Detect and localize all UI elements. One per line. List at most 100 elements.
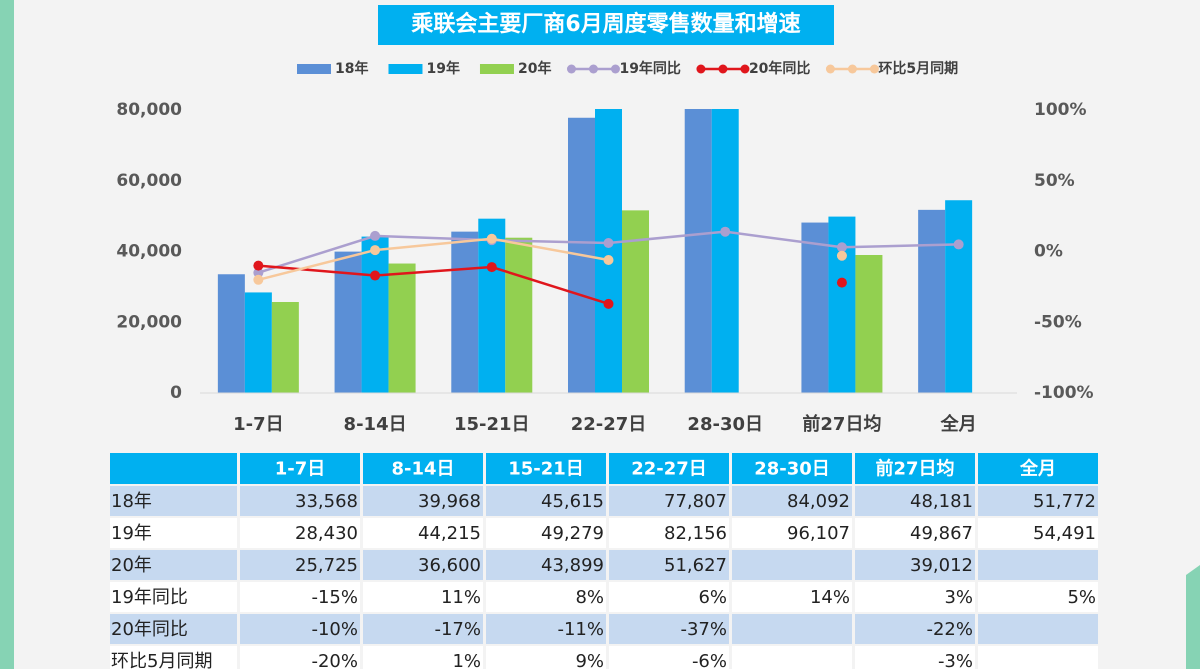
table-cell [363, 550, 483, 580]
table-cell [732, 550, 852, 580]
legend-marker [566, 64, 576, 74]
bar [451, 231, 479, 393]
table-value: 77,807 [664, 491, 727, 512]
table-header-text: 22-27日 [631, 459, 707, 480]
table-cell [855, 518, 975, 548]
bar [271, 301, 299, 393]
side-stripe [0, 0, 14, 669]
table-row-label-cell [110, 582, 237, 612]
y2-tick-label: -100% [1034, 383, 1094, 403]
table-value: 44,215 [418, 523, 481, 544]
table-cell [732, 486, 852, 516]
table-header-text: 28-30日 [754, 459, 830, 480]
line-point [253, 274, 264, 285]
table-cell [609, 518, 729, 548]
table-header-text: 1-7日 [275, 459, 326, 480]
table-cell [363, 486, 483, 516]
table-cell [240, 518, 360, 548]
bar [505, 237, 533, 393]
y-tick-label: 80,000 [116, 100, 182, 120]
line-point [603, 298, 614, 309]
table-cell [240, 614, 360, 644]
table-header-cell [486, 453, 606, 484]
table-value: -15% [311, 587, 358, 608]
x-tick-label: 前27日均 [802, 413, 881, 435]
bar [711, 109, 739, 394]
x-tick-label: 全月 [940, 413, 977, 435]
line-point [253, 260, 264, 271]
line-point [953, 239, 964, 250]
bar [945, 200, 973, 393]
line-point [603, 238, 614, 249]
table-value: 49,279 [541, 523, 604, 544]
bar [244, 292, 272, 393]
line-point [486, 233, 497, 244]
table-value: 3% [944, 587, 973, 608]
table-value: 25,725 [295, 555, 358, 576]
y-tick-label: 60,000 [116, 171, 182, 191]
table-value: -37% [680, 619, 727, 640]
table-value: 6% [698, 587, 727, 608]
table-row-label: 18年 [111, 491, 152, 512]
y-tick-label: 20,000 [116, 312, 182, 332]
legend-marker [718, 64, 728, 74]
table-value: 39,012 [910, 555, 973, 576]
table-value: 54,491 [1033, 523, 1096, 544]
table-header-text: 15-21日 [508, 459, 584, 480]
table-header-cell [110, 453, 237, 484]
table-value: 5% [1067, 587, 1096, 608]
table-cell [486, 582, 606, 612]
table-cell [240, 486, 360, 516]
line-point [836, 242, 847, 253]
table-cell [978, 518, 1098, 548]
table-cell [609, 646, 729, 669]
y2-tick-label: 100% [1034, 100, 1087, 120]
bar [361, 236, 389, 393]
table-value: 96,107 [787, 523, 850, 544]
legend-marker [610, 64, 620, 74]
legend-marker [847, 64, 857, 74]
table-value: 48,181 [910, 491, 973, 512]
bar [801, 222, 829, 393]
line-point [603, 254, 614, 265]
table-value: 28,430 [295, 523, 358, 544]
table-value: 49,867 [910, 523, 973, 544]
table-value: 82,156 [664, 523, 727, 544]
table-value: 8% [575, 587, 604, 608]
y2-tick-label: 0% [1034, 242, 1063, 262]
table-row-label: 20年同比 [111, 619, 188, 640]
table-value: 39,968 [418, 491, 481, 512]
x-tick-label: 22-27日 [571, 414, 647, 435]
table-cell [855, 614, 975, 644]
table-value: 11% [441, 587, 481, 608]
legend-marker [740, 64, 750, 74]
legend-marker [588, 64, 598, 74]
table-header-cell [855, 453, 975, 484]
legend-label: 18年 [335, 60, 368, 77]
line-point [836, 250, 847, 261]
table-value: 1% [452, 651, 481, 669]
table-value: 84,092 [787, 491, 850, 512]
line-point [370, 270, 381, 281]
bar [217, 274, 245, 393]
table-cell [486, 486, 606, 516]
table-value: 14% [810, 587, 850, 608]
table-cell [240, 582, 360, 612]
table-value: 43,899 [541, 555, 604, 576]
table-row-label: 19年同比 [111, 587, 188, 608]
table-cell [855, 646, 975, 669]
table-cell [363, 646, 483, 669]
y2-tick-label: 50% [1034, 171, 1075, 191]
table-cell [363, 582, 483, 612]
table-row-label-cell [110, 550, 237, 580]
bar [918, 209, 946, 393]
x-tick-label: 8-14日 [344, 414, 407, 435]
bar [684, 109, 712, 394]
table-cell [855, 582, 975, 612]
x-tick-label: 1-7日 [233, 414, 284, 435]
table-cell [855, 486, 975, 516]
table-cell [486, 518, 606, 548]
x-tick-label: 15-21日 [454, 414, 530, 435]
table-row-label: 20年 [111, 555, 152, 576]
